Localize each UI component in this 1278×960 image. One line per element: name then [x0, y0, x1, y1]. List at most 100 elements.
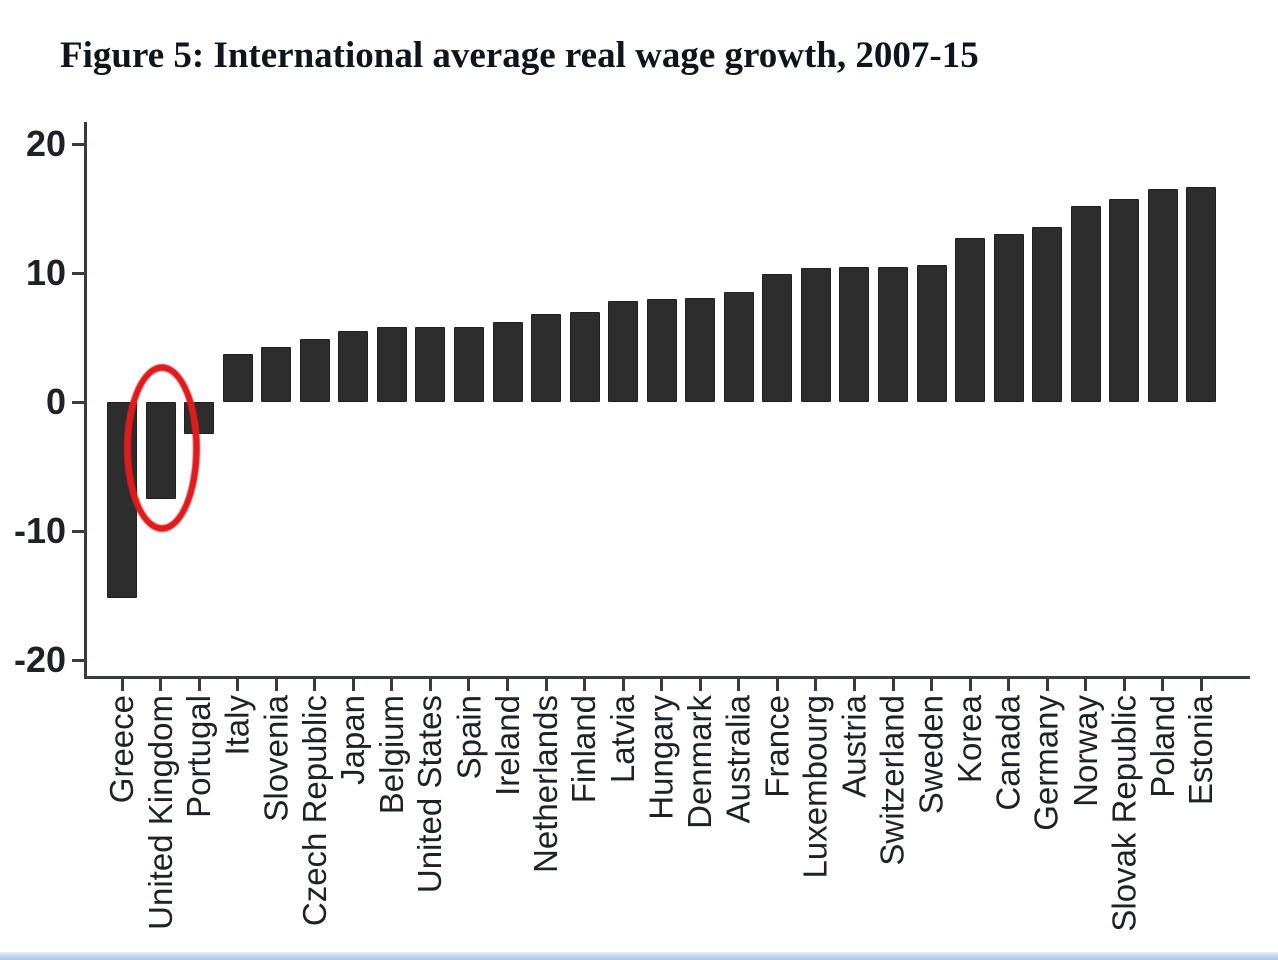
- x-tick-slovenia: [274, 679, 278, 691]
- bar-czech-republic: [299, 338, 330, 402]
- bottom-border-strip: [0, 952, 1278, 960]
- bar-denmark: [685, 297, 716, 402]
- x-label-switzerland: Switzerland: [874, 695, 911, 866]
- x-label-ireland: Ireland: [488, 695, 526, 796]
- uk-highlight-ellipse: [124, 364, 200, 532]
- bar-austria: [839, 266, 870, 402]
- x-tick-slovak-republic: [1122, 679, 1126, 691]
- x-tick-czech-republic: [313, 679, 317, 691]
- x-label-hungary: Hungary: [642, 695, 680, 820]
- bar-estonia: [1186, 186, 1217, 402]
- bar-latvia: [608, 301, 639, 402]
- x-label-germany: Germany: [1028, 695, 1066, 831]
- x-label-czech-republic: Czech Republic: [295, 695, 333, 927]
- y-tick--20: [72, 658, 85, 662]
- bar-belgium: [376, 327, 407, 402]
- bar-finland: [569, 311, 600, 402]
- x-tick-united-kingdom: [159, 679, 163, 691]
- x-label-japan: Japan: [334, 695, 372, 785]
- x-tick-sweden: [930, 679, 934, 691]
- bar-slovak-republic: [1109, 199, 1140, 402]
- bar-canada: [993, 234, 1024, 402]
- x-tick-greece: [120, 679, 124, 691]
- x-tick-switzerland: [891, 679, 895, 691]
- bar-slovenia: [261, 346, 292, 402]
- x-label-luxembourg: Luxembourg: [796, 695, 834, 879]
- x-label-slovenia: Slovenia: [257, 695, 295, 822]
- x-label-norway: Norway: [1066, 695, 1104, 807]
- bar-france: [762, 274, 793, 402]
- x-tick-luxembourg: [814, 679, 818, 691]
- bar-italy: [222, 354, 253, 402]
- x-tick-belgium: [390, 679, 394, 691]
- x-label-australia: Australia: [719, 695, 757, 824]
- x-label-slovak-republic: Slovak Republic: [1105, 695, 1143, 932]
- x-label-greece: Greece: [103, 695, 140, 804]
- x-label-united-kingdom: United Kingdom: [141, 695, 179, 930]
- x-tick-united-states: [428, 679, 432, 691]
- x-tick-latvia: [621, 679, 625, 691]
- x-tick-estonia: [1199, 679, 1203, 691]
- y-tick-20: [72, 142, 85, 146]
- bar-sweden: [916, 265, 947, 402]
- y-tick-label--20: -20: [13, 639, 66, 680]
- bar-poland: [1147, 189, 1178, 402]
- x-label-sweden: Sweden: [912, 695, 950, 815]
- x-tick-ireland: [506, 679, 509, 691]
- y-tick--10: [72, 529, 85, 533]
- x-label-italy: Italy: [218, 695, 256, 756]
- x-tick-netherlands: [544, 679, 548, 691]
- x-label-korea: Korea: [951, 695, 989, 784]
- x-tick-finland: [583, 679, 587, 691]
- x-label-united-states: United States: [411, 695, 449, 894]
- x-label-latvia: Latvia: [604, 695, 642, 784]
- x-label-finland: Finland: [565, 695, 603, 804]
- x-tick-japan: [351, 679, 355, 691]
- x-label-spain: Spain: [449, 695, 487, 780]
- x-tick-italy: [236, 679, 240, 691]
- x-label-portugal: Portugal: [180, 695, 218, 818]
- x-tick-poland: [1161, 679, 1165, 691]
- x-tick-france: [775, 679, 779, 691]
- x-label-denmark: Denmark: [681, 695, 719, 829]
- x-tick-germany: [1045, 679, 1049, 691]
- bar-korea: [955, 238, 986, 402]
- x-tick-norway: [1084, 679, 1088, 691]
- bar-japan: [338, 331, 369, 402]
- y-axis-line: [84, 122, 87, 679]
- figure-title: Figure 5: International average real wag…: [60, 35, 979, 76]
- x-tick-korea: [968, 679, 972, 691]
- bar-luxembourg: [800, 267, 831, 402]
- x-tick-canada: [1007, 679, 1011, 691]
- x-tick-portugal: [197, 679, 201, 691]
- x-tick-denmark: [698, 679, 702, 691]
- x-label-belgium: Belgium: [372, 695, 410, 815]
- x-label-canada: Canada: [989, 695, 1027, 811]
- y-tick-label-0: 0: [45, 381, 66, 422]
- bar-spain: [453, 327, 484, 402]
- y-tick-10: [72, 271, 85, 275]
- bar-switzerland: [878, 266, 908, 402]
- bar-ireland: [492, 322, 523, 402]
- bar-netherlands: [531, 314, 562, 402]
- y-tick-0: [72, 400, 85, 404]
- y-tick-label-10: 10: [25, 252, 66, 293]
- x-axis-line: [84, 676, 1250, 679]
- x-tick-austria: [852, 679, 856, 691]
- x-label-poland: Poland: [1143, 695, 1181, 798]
- x-tick-spain: [467, 679, 471, 691]
- x-label-france: France: [758, 695, 796, 798]
- y-tick-label--10: -10: [13, 510, 66, 551]
- x-tick-hungary: [660, 679, 664, 691]
- bar-germany: [1032, 226, 1063, 402]
- x-label-estonia: Estonia: [1182, 695, 1220, 806]
- bar-united-states: [415, 327, 446, 402]
- x-label-netherlands: Netherlands: [527, 695, 565, 873]
- bar-hungary: [646, 298, 677, 402]
- bar-australia: [723, 292, 754, 402]
- y-tick-label-20: 20: [25, 123, 66, 164]
- x-tick-australia: [737, 679, 741, 691]
- x-label-austria: Austria: [835, 695, 873, 798]
